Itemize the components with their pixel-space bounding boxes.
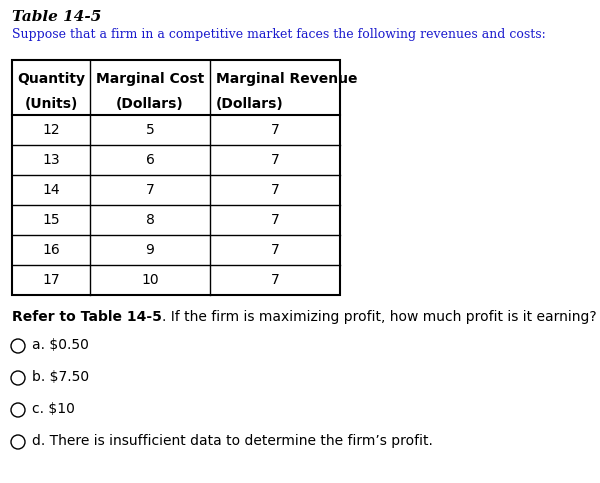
Text: Table 14-5: Table 14-5 <box>12 10 101 24</box>
Circle shape <box>11 435 25 449</box>
Text: c. $10: c. $10 <box>32 402 75 416</box>
Text: 5: 5 <box>146 123 154 137</box>
Text: 16: 16 <box>42 243 60 257</box>
Text: (Dollars): (Dollars) <box>216 97 284 111</box>
Circle shape <box>11 403 25 417</box>
Text: Suppose that a firm in a competitive market faces the following revenues and cos: Suppose that a firm in a competitive mar… <box>12 28 546 41</box>
Text: Marginal Cost: Marginal Cost <box>96 72 204 86</box>
Text: Quantity: Quantity <box>17 72 85 86</box>
Text: 7: 7 <box>271 183 280 197</box>
Text: 10: 10 <box>141 273 159 287</box>
Text: 7: 7 <box>271 123 280 137</box>
Text: 17: 17 <box>42 273 60 287</box>
Text: 8: 8 <box>146 213 154 227</box>
Text: a. $0.50: a. $0.50 <box>32 338 89 352</box>
Text: 13: 13 <box>42 153 60 167</box>
Text: 7: 7 <box>271 153 280 167</box>
Text: Refer to Table 14-5: Refer to Table 14-5 <box>12 310 162 324</box>
Text: Marginal Revenue: Marginal Revenue <box>216 72 358 86</box>
Text: (Units): (Units) <box>25 97 77 111</box>
Text: 7: 7 <box>146 183 154 197</box>
Circle shape <box>11 371 25 385</box>
Text: 9: 9 <box>146 243 154 257</box>
Text: 6: 6 <box>146 153 154 167</box>
Text: b. $7.50: b. $7.50 <box>32 370 89 384</box>
Text: 7: 7 <box>271 273 280 287</box>
Circle shape <box>11 339 25 353</box>
Text: (Dollars): (Dollars) <box>116 97 184 111</box>
Bar <box>12 60 340 295</box>
Text: 7: 7 <box>271 213 280 227</box>
Text: 7: 7 <box>271 243 280 257</box>
Text: 14: 14 <box>42 183 60 197</box>
Text: 15: 15 <box>42 213 60 227</box>
Text: . If the firm is maximizing profit, how much profit is it earning?: . If the firm is maximizing profit, how … <box>162 310 596 324</box>
Text: d. There is insufficient data to determine the firm’s profit.: d. There is insufficient data to determi… <box>32 434 433 448</box>
Text: 12: 12 <box>42 123 60 137</box>
